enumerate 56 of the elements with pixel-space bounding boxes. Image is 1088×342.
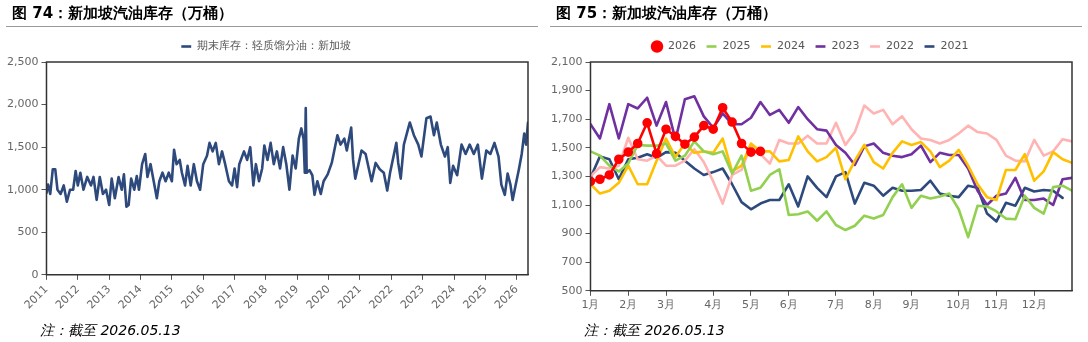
y-tick-label: 1,500 xyxy=(550,140,583,154)
point xyxy=(717,102,728,113)
point xyxy=(746,147,756,157)
point xyxy=(670,131,681,142)
x-tick-label: 6月 xyxy=(779,298,798,312)
point xyxy=(698,120,709,131)
point xyxy=(736,138,747,149)
point xyxy=(708,124,719,135)
x-tick-label: 2月 xyxy=(619,298,638,312)
legend-label: 2022 xyxy=(885,39,914,53)
legend-label: 2025 xyxy=(722,39,751,53)
y-tick-label: 900 xyxy=(561,226,583,240)
legend-label: 2023 xyxy=(831,39,860,53)
x-tick-label: 12月 xyxy=(1021,298,1047,312)
point xyxy=(651,148,662,159)
x-tick-label: 8月 xyxy=(864,298,883,312)
y-tick-label: 1,000 xyxy=(6,182,39,196)
x-tick-label: 7月 xyxy=(826,298,845,312)
y-tick-label: 1,300 xyxy=(550,169,583,183)
y-tick-label: 500 xyxy=(561,283,583,297)
point xyxy=(680,139,690,150)
point xyxy=(623,147,634,157)
point xyxy=(642,117,652,128)
x-tick-label: 4月 xyxy=(704,298,723,312)
y-tick-label: 0 xyxy=(31,267,39,281)
y-tick-label: 2,000 xyxy=(6,97,39,111)
x-tick-label: 9月 xyxy=(902,298,921,312)
point xyxy=(689,132,700,142)
point xyxy=(632,138,643,149)
legend-label: 2021 xyxy=(940,39,969,53)
legend-label: 2024 xyxy=(777,39,806,53)
text: 注：截至 2026.05.13 xyxy=(584,322,725,340)
x-tick-label: 10月 xyxy=(946,298,972,312)
point xyxy=(595,174,605,185)
point xyxy=(755,146,766,157)
point xyxy=(727,117,737,127)
y-tick-label: 500 xyxy=(17,225,39,239)
y-tick-label: 2,100 xyxy=(550,54,583,68)
point xyxy=(604,170,615,180)
legend-label: 2026 xyxy=(668,39,697,53)
x-tick-label: 11月 xyxy=(983,298,1009,312)
y-tick-label: 1,100 xyxy=(550,197,583,211)
point xyxy=(614,154,624,165)
text: 注：截至 2026.05.13 xyxy=(40,322,181,340)
point xyxy=(661,124,671,135)
x-tick-label: 3月 xyxy=(657,298,676,312)
y-tick-label: 1,700 xyxy=(550,112,583,126)
legend-label: 期末库存：轻质馏分油：新加坡 xyxy=(197,39,352,53)
y-tick-label: 700 xyxy=(561,255,583,269)
chart-title: 图 74：新加坡汽油库存（万桶） xyxy=(6,0,538,27)
y-tick-label: 1,500 xyxy=(6,140,39,154)
x-tick-label: 5月 xyxy=(741,298,760,312)
y-tick-label: 1,900 xyxy=(550,83,583,97)
y-tick-label: 2,500 xyxy=(6,54,39,68)
x-tick-label: 1月 xyxy=(581,298,600,312)
chart-title: 图 75：新加坡汽油库存（万桶） xyxy=(550,0,1082,27)
